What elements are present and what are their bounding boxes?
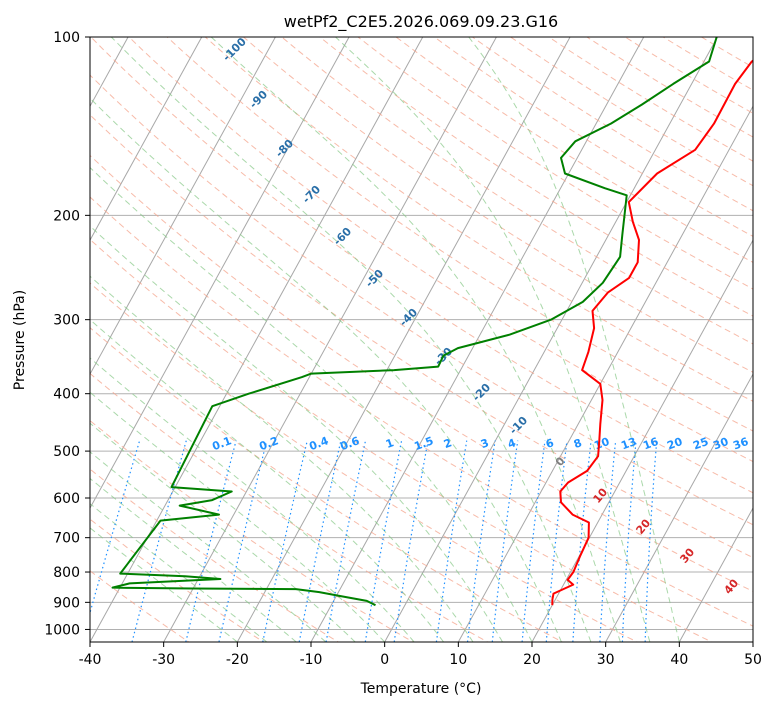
x-tick-label: -30: [152, 652, 175, 668]
x-tick-label: 30: [597, 652, 615, 668]
mixing-ratio-label: 2: [442, 436, 454, 451]
mixing-ratio-label: 0.1: [210, 434, 233, 453]
moist-adiabat-line: [90, 225, 503, 642]
dry-adiabat-line: [90, 282, 639, 642]
dry-adiabat-line: [90, 196, 753, 627]
moist-adiabat-line: [90, 422, 356, 642]
dry-adiabat-line: [90, 37, 753, 494]
mixing-ratio-label: 0.2: [257, 434, 280, 453]
x-axis: -40 -30 -20 -10 0 10 20 30 40 50: [79, 642, 762, 668]
mixing-ratio-line: [491, 440, 519, 642]
moist-adiabat-line: [90, 275, 474, 642]
y-tick-label: 900: [53, 595, 80, 611]
mixing-ratio-line: [325, 440, 367, 642]
plot-frame: [89, 36, 754, 643]
mixing-ratio-label: 0.6: [338, 434, 361, 453]
dry-adiabat-line: [319, 37, 753, 317]
dry-adiabat-line: [90, 570, 190, 642]
y-tick-label: 700: [53, 531, 80, 547]
isotherm-line: [236, 37, 571, 642]
series-line-1: [111, 37, 718, 607]
moist-adiabat-line: [90, 166, 533, 642]
mixing-ratio-label: 6: [544, 436, 556, 451]
dry-adiabat-line: [90, 114, 753, 559]
x-tick-label: 50: [744, 652, 762, 668]
isotherm-line: [605, 373, 753, 642]
moist-adiabat-line: [335, 37, 651, 642]
isotherm-line: [310, 37, 645, 642]
mixing-ratio-line: [466, 440, 496, 642]
moist-adiabat-line: [90, 451, 327, 642]
y-tick-label: 800: [53, 565, 80, 581]
mixing-ratio-line: [435, 440, 468, 642]
x-tick-label: -20: [226, 652, 249, 668]
y-tick-label: 600: [53, 491, 80, 507]
mixing-ratio-label: 8: [572, 436, 584, 451]
mixing-ratio-label: 1: [384, 436, 396, 451]
x-tick-label: -10: [300, 652, 323, 668]
profile-series: [111, 37, 753, 607]
moist-adiabat-line: [90, 97, 562, 642]
mixing-ratio-label: 20: [665, 435, 684, 453]
series-line-0: [551, 59, 753, 606]
moist-adiabat-line: [110, 37, 592, 642]
mixing-ratio-line: [298, 440, 342, 642]
y-tick-label: 1000: [44, 622, 80, 638]
background-lines: [90, 37, 753, 642]
moist-adiabat-line: [468, 37, 680, 642]
mixing-ratio-line: [545, 440, 568, 642]
mixing-ratio-label: 30: [711, 435, 730, 453]
chart-title: wetPf2_C2E5.2026.069.09.23.G16: [284, 12, 558, 32]
isotherm-line: [163, 37, 497, 642]
y-tick-label: 500: [53, 444, 80, 460]
mixing-ratio-line: [644, 440, 658, 642]
mixing-ratio-label: 36: [731, 435, 750, 453]
isotherm-line: [678, 507, 753, 642]
x-tick-label: 20: [523, 652, 541, 668]
dry-adiabat-line: [90, 372, 489, 642]
moist-adiabat-line: [90, 319, 444, 642]
dry-adiabat-line: [90, 154, 753, 592]
y-tick-label: 100: [53, 30, 80, 46]
moist-adiabat-line: [210, 37, 621, 642]
mixing-ratio-label: 0.4: [307, 434, 330, 453]
mixing-ratio-line: [521, 440, 546, 642]
x-tick-label: -40: [79, 652, 102, 668]
moist-adiabat-line: [90, 391, 386, 642]
mixing-ratio-label: 16: [641, 435, 660, 453]
mixing-ratio-label: 10: [592, 435, 611, 453]
dry-adiabat-line: [90, 419, 414, 642]
y-tick-label: 300: [53, 313, 80, 329]
mixing-ratio-label: 4: [506, 436, 518, 451]
y-axis-title: Pressure (hPa): [12, 290, 28, 390]
y-axis: 1000 900 800 700 600 500 400 300 200 100: [44, 30, 90, 638]
isotherm-line: [90, 37, 276, 376]
mixing-ratio-label: 1.5: [412, 434, 435, 453]
dry-adiabat-line: [357, 37, 753, 290]
x-axis-title: Temperature (°C): [360, 681, 482, 697]
dry-adiabat-line: [90, 238, 713, 642]
y-tick-label: 200: [53, 208, 80, 224]
mixing-ratio-label: 25: [691, 435, 710, 452]
mixing-ratio-label: 13: [619, 435, 638, 452]
mixing-ratio-line: [621, 440, 637, 642]
x-tick-label: 40: [670, 652, 688, 668]
x-tick-label: 0: [380, 652, 389, 668]
mixing-ratio-label: 3: [479, 436, 491, 451]
dry-adiabat-line: [90, 74, 753, 526]
isotherm-line: [752, 640, 753, 642]
mixing-ratio-line: [599, 440, 617, 642]
y-tick-label: 400: [53, 387, 80, 403]
isotherm-line: [90, 37, 350, 510]
isotherm-line: [384, 37, 718, 642]
dry-adiabat-line: [204, 37, 753, 402]
dry-adiabat-line: [166, 37, 753, 432]
x-tick-label: 10: [449, 652, 467, 668]
isotherm-line: [90, 37, 203, 242]
mixing-ratio-line: [262, 440, 308, 642]
plot-background: [90, 37, 753, 642]
